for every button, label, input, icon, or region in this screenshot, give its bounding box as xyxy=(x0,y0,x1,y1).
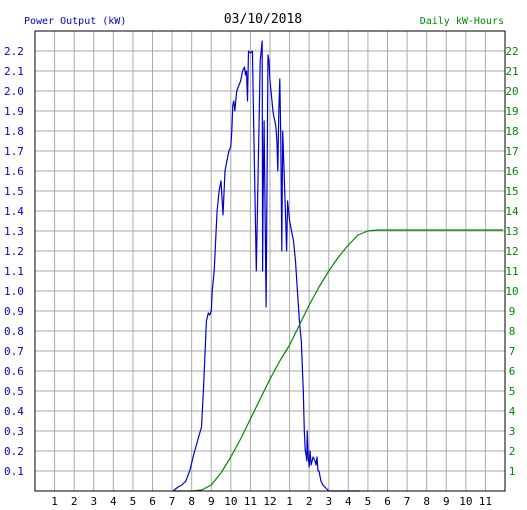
y-tick-label-left: 0.1 xyxy=(4,465,24,478)
y-tick-label-right: 17 xyxy=(505,145,518,158)
x-tick-label: 2 xyxy=(71,495,78,508)
y-tick-label-right: 5 xyxy=(509,385,516,398)
y-tick-label-left: 0.9 xyxy=(4,305,24,318)
y-tick-label-right: 8 xyxy=(509,325,516,338)
y-tick-label-right: 6 xyxy=(509,365,516,378)
x-tick-label: 7 xyxy=(169,495,176,508)
y-tick-label-right: 14 xyxy=(505,205,519,218)
x-tick-label: 9 xyxy=(208,495,215,508)
x-tick-label: 11 xyxy=(244,495,257,508)
y-tick-label-right: 4 xyxy=(509,405,516,418)
y-tick-label-left: 1.7 xyxy=(4,145,24,158)
x-tick-label: 5 xyxy=(130,495,137,508)
y-tick-label-right: 22 xyxy=(505,45,518,58)
x-tick-label: 10 xyxy=(224,495,237,508)
x-tick-label: 8 xyxy=(423,495,430,508)
x-tick-label: 11 xyxy=(479,495,492,508)
y-tick-label-right: 20 xyxy=(505,85,518,98)
y-tick-label-right: 3 xyxy=(509,425,516,438)
y-tick-label-left: 0.4 xyxy=(4,405,24,418)
y-tick-label-right: 7 xyxy=(509,345,516,358)
y-tick-label-left: 0.7 xyxy=(4,345,24,358)
y-tick-label-right: 10 xyxy=(505,285,518,298)
y-tick-label-left: 1.6 xyxy=(4,165,24,178)
x-tick-label: 8 xyxy=(188,495,195,508)
y-tick-label-right: 16 xyxy=(505,165,518,178)
x-tick-label: 9 xyxy=(443,495,450,508)
y-tick-label-right: 21 xyxy=(505,65,518,78)
y-tick-label-left: 1.4 xyxy=(4,205,24,218)
series-layer xyxy=(172,40,503,492)
y-tick-label-right: 1 xyxy=(509,465,516,478)
y-tick-label-left: 0.8 xyxy=(4,325,24,338)
y-tick-label-left: 1.3 xyxy=(4,225,24,238)
x-tick-label: 5 xyxy=(365,495,372,508)
y-tick-label-left: 0.2 xyxy=(4,445,24,458)
x-tick-label: 6 xyxy=(149,495,156,508)
y-tick-label-left: 1.5 xyxy=(4,185,24,198)
y-tick-label-left: 1.1 xyxy=(4,265,24,278)
y-tick-label-right: 11 xyxy=(505,265,518,278)
y-tick-label-left: 1.0 xyxy=(4,285,24,298)
y-tick-label-right: 15 xyxy=(505,185,518,198)
x-tick-label: 4 xyxy=(345,495,352,508)
x-tick-label: 6 xyxy=(384,495,391,508)
chart-title-date: 03/10/2018 xyxy=(224,12,302,27)
x-tick-label: 2 xyxy=(306,495,313,508)
y-tick-label-left: 2.1 xyxy=(4,65,24,78)
y-tick-label-left: 1.8 xyxy=(4,125,24,138)
y-tick-label-right: 18 xyxy=(505,125,518,138)
x-tick-label: 10 xyxy=(459,495,472,508)
y-tick-label-left: 1.9 xyxy=(4,105,24,118)
y-tick-label-left: 0.3 xyxy=(4,425,24,438)
x-tick-label: 3 xyxy=(325,495,332,508)
y-tick-label-left: 2.0 xyxy=(4,85,24,98)
y-tick-label-right: 13 xyxy=(505,225,518,238)
y-tick-label-right: 12 xyxy=(505,245,518,258)
x-tick-label: 1 xyxy=(51,495,58,508)
y-tick-label-left: 0.6 xyxy=(4,365,24,378)
axis-ticks: 1 2 3 4 5 6 7 8 9 10 11 12 1 2 3 4 5 6 7 8 9 10 110.10.20.30.4… xyxy=(4,45,519,508)
plot-frame xyxy=(34,30,506,492)
x-tick-label: 1 xyxy=(286,495,293,508)
y-tick-label-right: 19 xyxy=(505,105,518,118)
y-tick-label-right: 2 xyxy=(509,445,516,458)
x-tick-label: 12 xyxy=(263,495,276,508)
x-tick-label: 4 xyxy=(110,495,117,508)
x-tick-label: 3 xyxy=(90,495,97,508)
y-tick-label-left: 1.2 xyxy=(4,245,24,258)
daily-kwh-line xyxy=(174,229,503,492)
y-tick-label-right: 9 xyxy=(509,305,516,318)
y-axis-label-right: Daily kW-Hours xyxy=(420,16,504,27)
y-axis-label-left: Power Output (kW) xyxy=(24,16,126,27)
y-tick-label-left: 2.2 xyxy=(4,45,24,58)
grid xyxy=(35,31,505,491)
x-tick-label: 7 xyxy=(404,495,411,508)
y-tick-label-left: 0.5 xyxy=(4,385,24,398)
